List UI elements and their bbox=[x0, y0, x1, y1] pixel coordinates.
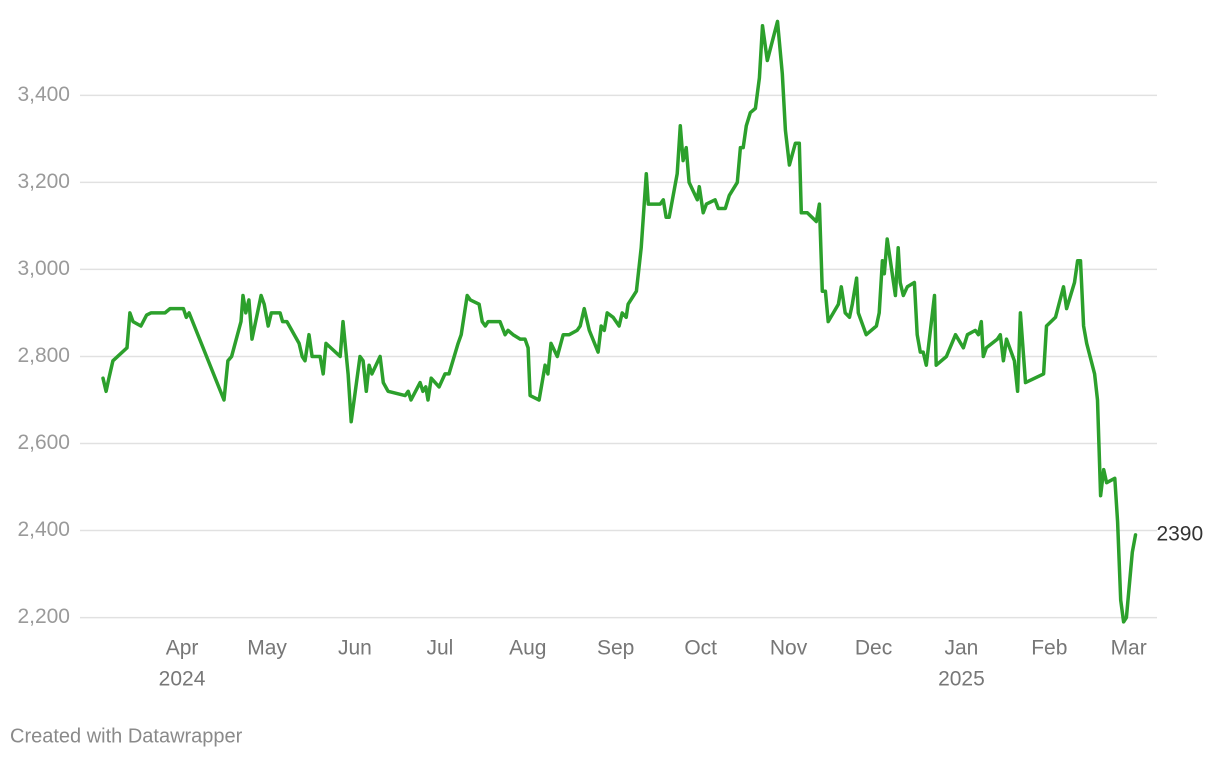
x-tick-label: Aug bbox=[509, 637, 546, 660]
x-tick-label: Jan bbox=[945, 637, 979, 660]
y-tick-label: 3,200 bbox=[17, 170, 70, 193]
footer: Created with Datawrapper bbox=[10, 725, 243, 747]
y-tick-label: 2,600 bbox=[17, 431, 70, 454]
x-tick-label: Nov bbox=[770, 637, 808, 660]
x-tick-label: Mar bbox=[1111, 637, 1147, 660]
data-line bbox=[101, 19, 1138, 624]
x-year-label: 2025 bbox=[938, 668, 985, 691]
x-tick-label: Oct bbox=[684, 637, 717, 660]
x-tick-label: Feb bbox=[1031, 637, 1067, 660]
y-tick-label: 2,400 bbox=[17, 518, 70, 541]
x-tick-label: Sep bbox=[597, 637, 634, 660]
x-tick-label: Dec bbox=[855, 637, 892, 660]
x-tick-label: Jun bbox=[338, 637, 372, 660]
y-tick-label: 2,200 bbox=[17, 605, 70, 628]
y-tick-label: 3,400 bbox=[17, 83, 70, 106]
end-label: 2390 bbox=[1156, 522, 1203, 545]
x-year-label: 2024 bbox=[159, 668, 206, 691]
x-tick-label: May bbox=[247, 637, 287, 660]
x-tick-label: Apr bbox=[166, 637, 199, 660]
y-tick-label: 3,000 bbox=[17, 257, 70, 280]
y-tick-label: 2,800 bbox=[17, 344, 70, 367]
x-tick-label: Jul bbox=[427, 637, 454, 660]
